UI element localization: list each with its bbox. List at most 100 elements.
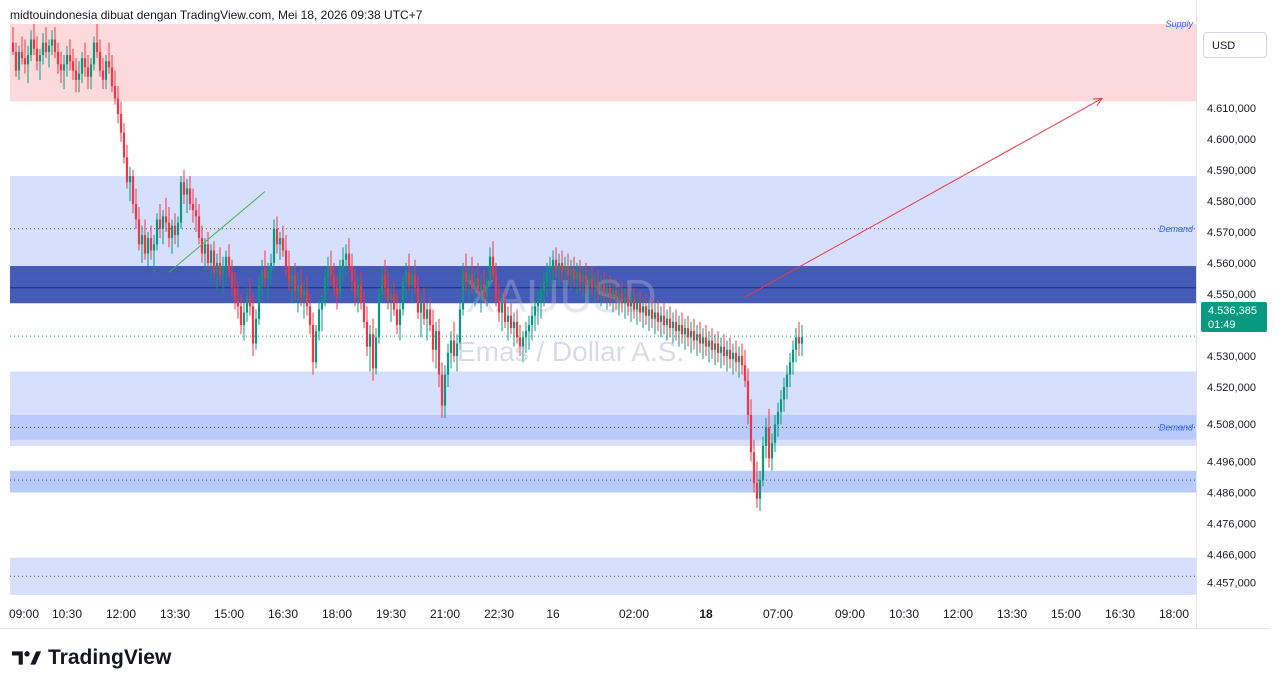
candle-body bbox=[710, 340, 714, 350]
candle-body bbox=[158, 219, 162, 229]
candle-body bbox=[530, 315, 534, 325]
candle-body bbox=[80, 58, 84, 74]
candle-body bbox=[452, 340, 456, 356]
currency-selector[interactable]: USD bbox=[1203, 32, 1267, 58]
candle-body bbox=[596, 281, 600, 291]
candle-body bbox=[32, 39, 36, 49]
candle-body bbox=[467, 275, 471, 282]
candle-body bbox=[608, 287, 612, 298]
candle-body bbox=[140, 234, 144, 245]
candle-body bbox=[446, 352, 450, 375]
candle-body bbox=[77, 73, 81, 80]
candle-body bbox=[458, 309, 462, 344]
candle-body bbox=[674, 321, 678, 332]
candle-body bbox=[272, 228, 276, 263]
candle-body bbox=[245, 297, 249, 313]
candle-body bbox=[626, 297, 630, 307]
candle-body bbox=[173, 225, 177, 235]
candle-body bbox=[194, 210, 198, 217]
candle-body bbox=[404, 272, 408, 282]
candle-body bbox=[566, 266, 570, 276]
candle-body bbox=[434, 331, 438, 350]
candle-body bbox=[212, 250, 216, 273]
candle-body bbox=[101, 70, 105, 80]
time-tick-label: 21:00 bbox=[430, 607, 460, 621]
candle-body bbox=[581, 275, 585, 282]
candle-body bbox=[416, 287, 420, 313]
candle-body bbox=[113, 86, 117, 99]
candle-body bbox=[278, 238, 282, 245]
candle-body bbox=[410, 275, 414, 285]
candle-body bbox=[578, 272, 582, 282]
candle-body bbox=[251, 306, 255, 344]
candle-body bbox=[563, 266, 567, 273]
candle-body bbox=[776, 411, 780, 425]
candle-body bbox=[338, 269, 342, 294]
price-tick-label: 4.590,000 bbox=[1207, 165, 1256, 177]
time-tick-label: 18 bbox=[699, 607, 713, 621]
candle-body bbox=[665, 318, 669, 325]
candle-body bbox=[533, 306, 537, 316]
candle-body bbox=[17, 51, 21, 71]
candle-body bbox=[413, 275, 417, 288]
candle-body bbox=[308, 306, 312, 325]
projection-arrow-head bbox=[1092, 97, 1104, 107]
candle-body bbox=[611, 290, 615, 298]
candle-body bbox=[656, 312, 660, 322]
time-tick-label: 12:00 bbox=[943, 607, 973, 621]
candle-body bbox=[293, 275, 297, 291]
candle-body bbox=[470, 275, 474, 288]
time-tick-label: 10:30 bbox=[52, 607, 82, 621]
candle-body bbox=[389, 293, 393, 301]
candle-body bbox=[761, 445, 765, 481]
candle-body bbox=[167, 222, 171, 239]
candle-body bbox=[41, 42, 45, 56]
candle-body bbox=[221, 266, 225, 276]
candle-body bbox=[119, 113, 123, 133]
candle-body bbox=[455, 343, 459, 356]
price-tick-label: 4.476,000 bbox=[1207, 519, 1256, 531]
candle-body bbox=[590, 278, 594, 288]
current-price-value: 4.536,385 bbox=[1208, 305, 1257, 317]
candle-body bbox=[59, 64, 63, 71]
price-tick-label: 4.457,000 bbox=[1207, 577, 1256, 589]
candle-body bbox=[698, 334, 702, 344]
candle-body bbox=[146, 238, 150, 254]
candle-body bbox=[749, 414, 753, 453]
candle-body bbox=[83, 58, 87, 68]
candle-body bbox=[44, 42, 48, 52]
candle-body bbox=[317, 309, 321, 332]
candle-body bbox=[494, 275, 498, 301]
candle-body bbox=[719, 346, 723, 353]
candle-body bbox=[68, 55, 72, 62]
time-tick-label: 18:00 bbox=[322, 607, 352, 621]
time-tick-label: 09:00 bbox=[9, 607, 39, 621]
candle-body bbox=[260, 269, 264, 285]
candle-body bbox=[335, 287, 339, 294]
candle-body bbox=[200, 238, 204, 254]
candle-body bbox=[86, 67, 90, 77]
tradingview-logo[interactable]: TradingView bbox=[12, 646, 171, 670]
candle-body bbox=[677, 324, 681, 332]
candle-body bbox=[71, 61, 75, 71]
candle-body bbox=[542, 281, 546, 291]
candle-body bbox=[203, 244, 207, 254]
price-tick-label: 4.610,000 bbox=[1207, 103, 1256, 115]
candle-body bbox=[695, 334, 699, 341]
time-tick-label: 13:30 bbox=[160, 607, 190, 621]
candle-body bbox=[359, 284, 363, 304]
candle-body bbox=[638, 303, 642, 313]
candle-body bbox=[47, 45, 51, 52]
candle-body bbox=[461, 272, 465, 310]
watermark-subtitle: Emas / Dollar A.S. bbox=[457, 336, 685, 367]
candle-body bbox=[644, 306, 648, 316]
candle-body bbox=[647, 309, 651, 316]
candle-body bbox=[767, 427, 771, 459]
price-axis-divider bbox=[1196, 0, 1197, 628]
candle-body bbox=[365, 321, 369, 347]
time-tick-label: 02:00 bbox=[619, 607, 649, 621]
zone-label: Supply bbox=[1165, 19, 1193, 29]
candles-layer bbox=[11, 24, 804, 512]
price-tick-label: 4.466,000 bbox=[1207, 550, 1256, 562]
